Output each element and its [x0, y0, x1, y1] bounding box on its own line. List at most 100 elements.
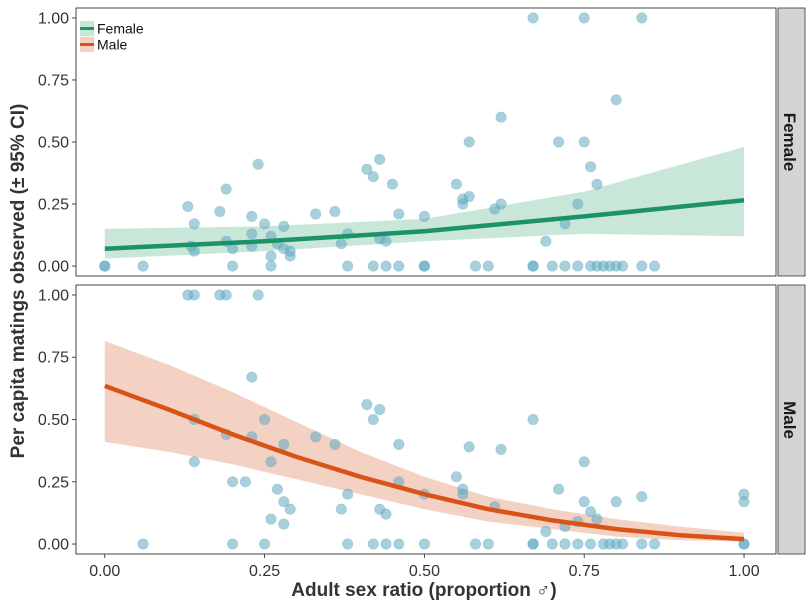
ci-ribbon-female [104, 147, 745, 259]
data-point-female-56 [540, 235, 552, 247]
data-point-female-13 [252, 158, 264, 170]
data-point-male-17 [265, 513, 277, 525]
data-point-male-40 [450, 471, 463, 483]
data-point-female-71 [610, 94, 622, 106]
data-point-female-67 [591, 178, 603, 190]
data-point-female-52 [495, 111, 507, 123]
data-point-male-68 [636, 491, 648, 503]
data-point-male-11 [239, 476, 251, 488]
data-point-male-45 [482, 538, 494, 550]
y-tick-label-male-2: 0.50 [38, 412, 69, 429]
data-point-female-26 [329, 205, 341, 218]
data-point-female-32 [374, 153, 386, 165]
data-point-female-6 [188, 245, 200, 257]
data-point-female-1 [99, 260, 111, 272]
y-axis-title: Per capita matings observed (± 95% CI) [8, 104, 29, 459]
ci-ribbon-male [104, 341, 745, 542]
data-point-female-2 [137, 260, 149, 272]
data-point-female-74 [636, 12, 648, 24]
y-tick-label-female-1: 0.25 [38, 197, 69, 214]
data-point-male-60 [584, 506, 597, 518]
data-point-female-30 [361, 163, 373, 175]
data-point-male-9 [227, 476, 239, 488]
data-point-male-47 [495, 443, 507, 456]
data-point-female-60 [559, 260, 571, 272]
data-point-male-51 [540, 525, 552, 538]
strip-male: Male [777, 284, 806, 555]
data-point-female-11 [227, 260, 239, 272]
data-point-male-34 [380, 538, 392, 550]
data-point-female-37 [386, 178, 399, 190]
data-point-female-12 [246, 210, 258, 222]
data-point-female-43 [450, 178, 463, 190]
data-point-male-14 [259, 413, 271, 426]
data-point-male-25 [335, 503, 347, 515]
data-point-female-36 [380, 260, 392, 272]
data-point-female-16 [259, 218, 271, 230]
data-point-female-4 [188, 218, 200, 230]
data-point-male-67 [616, 538, 629, 550]
data-point-male-12 [246, 371, 258, 383]
data-point-male-20 [278, 496, 290, 508]
data-point-female-7 [214, 205, 226, 218]
data-point-female-21 [278, 220, 290, 232]
y-tick-label-male-3: 0.75 [38, 350, 69, 367]
y-tick-label-male-1: 0.25 [38, 474, 69, 491]
legend: Female Male [80, 21, 144, 53]
data-point-male-55 [559, 538, 571, 550]
data-point-male-53 [552, 483, 565, 495]
data-point-male-42 [457, 483, 469, 495]
data-point-female-35 [367, 260, 379, 272]
data-point-female-29 [342, 260, 354, 272]
x-axis: 0.00 0.25 0.50 0.75 1.00 [89, 554, 760, 580]
data-point-male-26 [342, 488, 354, 500]
strip-female: Female [777, 7, 806, 277]
data-point-female-49 [482, 260, 494, 272]
data-point-female-42 [418, 260, 431, 272]
data-point-male-10 [227, 538, 239, 550]
data-point-male-44 [469, 538, 482, 550]
y-tick-label-male-4: 1.00 [38, 287, 69, 304]
fit-line-male [104, 383, 745, 542]
data-point-female-31 [367, 171, 379, 183]
data-point-male-39 [418, 538, 431, 550]
x-axis-title: Adult sex ratio (proportion ♂) [291, 580, 556, 601]
data-point-female-3 [182, 200, 194, 213]
data-point-female-25 [310, 208, 322, 220]
panel-male: 0.00 0.25 0.50 0.75 1.00 [38, 284, 777, 555]
data-point-male-19 [278, 438, 290, 451]
data-point-male-23 [310, 431, 322, 443]
x-tick-label-2: 0.50 [409, 563, 440, 580]
panel-female: 0.00 0.25 0.50 0.75 1.00 [38, 7, 777, 277]
data-point-male-22 [278, 518, 290, 530]
data-point-male-29 [367, 413, 379, 426]
data-point-male-58 [578, 456, 590, 468]
data-point-male-27 [342, 538, 354, 550]
data-point-female-61 [572, 198, 584, 210]
y-tick-label-female-4: 1.00 [38, 10, 69, 27]
data-point-male-21 [284, 503, 296, 515]
data-point-male-48 [527, 413, 539, 426]
data-point-male-57 [572, 538, 584, 550]
data-point-male-18 [259, 538, 271, 550]
data-point-female-40 [418, 210, 431, 222]
data-point-male-37 [393, 538, 405, 550]
data-point-male-2 [188, 289, 200, 301]
data-point-female-20 [265, 260, 277, 272]
data-point-female-8 [220, 183, 232, 195]
data-point-female-65 [584, 161, 597, 173]
data-point-female-63 [578, 12, 590, 24]
fit-line-female [104, 198, 745, 251]
x-tick-label-0: 0.00 [89, 563, 120, 580]
data-point-male-43 [463, 441, 475, 453]
data-point-female-19 [265, 250, 277, 262]
data-point-female-48 [469, 260, 482, 272]
y-tick-label-female-2: 0.50 [38, 135, 69, 152]
data-point-female-27 [335, 238, 347, 250]
data-point-male-35 [393, 438, 405, 451]
data-point-male-7 [188, 456, 200, 468]
data-point-male-62 [591, 513, 603, 525]
data-point-female-46 [463, 191, 475, 203]
data-point-male-24 [329, 438, 341, 451]
